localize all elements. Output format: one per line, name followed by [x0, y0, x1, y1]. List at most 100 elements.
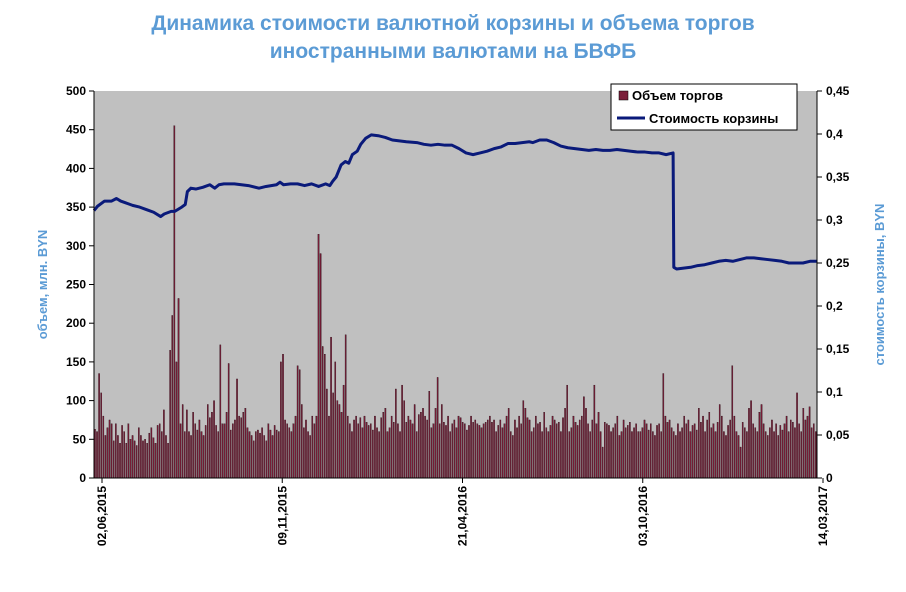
- volume-bar: [468, 425, 470, 479]
- volume-bar: [484, 422, 487, 479]
- volume-bar: [800, 431, 802, 479]
- volume-bar: [568, 431, 571, 479]
- volume-bar: [104, 435, 107, 479]
- y-left-tick-label: 500: [66, 84, 86, 98]
- volume-bar: [100, 392, 102, 479]
- volume-bar: [748, 408, 750, 479]
- volume-bar: [275, 429, 278, 479]
- volume-bar: [413, 404, 416, 479]
- volume-bar: [744, 427, 746, 479]
- volume-bar: [426, 419, 428, 479]
- volume-bar: [691, 425, 694, 479]
- volume-bar: [514, 419, 516, 479]
- volume-bar: [363, 415, 366, 479]
- volume-bar: [591, 419, 594, 479]
- volume-bar: [321, 346, 324, 479]
- volume-bar: [315, 415, 318, 479]
- volume-bar: [677, 423, 679, 479]
- volume-bar: [169, 350, 171, 479]
- volume-bar: [792, 422, 794, 479]
- volume-bar: [507, 408, 510, 479]
- volume-bar: [785, 415, 788, 479]
- volume-bar: [430, 427, 433, 479]
- volume-bar: [693, 423, 696, 479]
- volume-bar: [668, 419, 671, 479]
- volume-bar: [140, 435, 142, 479]
- volume-bar: [102, 415, 105, 479]
- volume-bar: [564, 408, 566, 479]
- volume-bar: [587, 423, 589, 479]
- volume-bar: [234, 419, 236, 479]
- volume-bar: [721, 415, 723, 479]
- volume-bar: [117, 435, 119, 479]
- volume-bar: [292, 423, 295, 479]
- volume-bar: [478, 425, 481, 479]
- volume-bar: [382, 412, 385, 479]
- volume-bar: [589, 431, 591, 479]
- volume-bar: [342, 384, 345, 479]
- volume-bar: [225, 412, 228, 479]
- volume-bar: [455, 427, 458, 479]
- x-tick-label: 14,03,2017: [816, 486, 830, 546]
- volume-bar: [428, 391, 431, 479]
- volume-bar: [558, 422, 560, 479]
- volume-bar: [762, 423, 765, 479]
- volume-bar: [288, 427, 291, 479]
- volume-bar: [392, 422, 395, 479]
- legend-basket-label: Стоимость корзины: [649, 111, 778, 126]
- y-axis-left-label: объем, млн. BYN: [35, 230, 50, 340]
- volume-bar: [524, 408, 527, 479]
- volume-bar: [380, 417, 382, 479]
- volume-bar: [708, 412, 711, 479]
- volume-bar: [718, 404, 721, 479]
- y-left-tick-label: 400: [66, 161, 86, 175]
- volume-bar: [604, 422, 606, 479]
- volume-bar: [353, 419, 355, 479]
- volume-bar: [764, 431, 767, 479]
- volume-bar: [735, 431, 738, 479]
- y-right-tick-label: 0,2: [826, 299, 843, 313]
- volume-bar: [725, 435, 727, 479]
- volume-bar: [647, 429, 650, 479]
- volume-bar: [309, 435, 311, 479]
- volume-bar: [346, 415, 349, 479]
- volume-bar: [246, 427, 249, 479]
- volume-bar: [395, 388, 397, 479]
- volume-bar: [551, 415, 554, 479]
- volume-bar: [411, 423, 414, 479]
- volume-bar: [326, 388, 328, 479]
- volume-bar: [211, 412, 213, 479]
- volume-bar: [119, 443, 121, 479]
- volume-bar: [403, 400, 405, 479]
- volume-bar: [388, 427, 391, 479]
- volume-bar: [135, 445, 138, 479]
- volume-bar: [466, 429, 468, 479]
- volume-bar: [635, 423, 637, 479]
- volume-bar: [645, 423, 648, 479]
- volume-bar: [359, 417, 362, 479]
- volume-bar: [259, 432, 261, 479]
- volume-bar: [495, 431, 497, 479]
- volume-bar: [432, 423, 435, 479]
- volume-bar: [639, 431, 642, 479]
- volume-bar: [186, 409, 188, 479]
- volume-bar: [401, 384, 403, 479]
- volume-bar: [131, 435, 134, 479]
- volume-bar: [438, 423, 441, 479]
- volume-bar: [670, 427, 673, 479]
- volume-bar: [338, 404, 341, 479]
- volume-bar: [188, 431, 190, 479]
- volume-bar: [273, 425, 276, 479]
- volume-bar: [505, 415, 508, 479]
- volume-bar: [731, 365, 734, 479]
- volume-bar: [541, 431, 543, 479]
- volume-bar: [227, 363, 230, 479]
- x-tick-label: 09,11,2015: [275, 486, 289, 546]
- axes: [89, 90, 824, 483]
- y-left-tick-label: 0: [79, 471, 86, 485]
- volume-bar: [154, 443, 157, 479]
- volume-bar: [240, 417, 242, 479]
- chart-title-line-2: иностранными валютами на БВФБ: [269, 40, 637, 63]
- volume-bar: [627, 425, 629, 479]
- volume-bar: [810, 427, 813, 479]
